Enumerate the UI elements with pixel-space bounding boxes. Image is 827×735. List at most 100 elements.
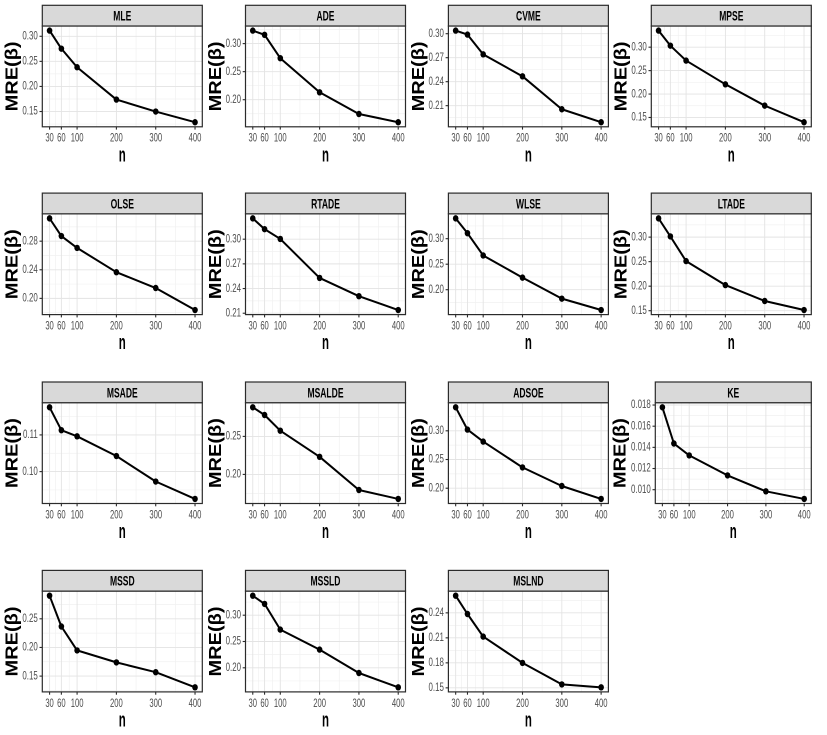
svg-text:300: 300: [149, 319, 162, 333]
svg-text:MRE(β): MRE(β): [611, 41, 631, 111]
svg-text:0.15: 0.15: [22, 104, 38, 118]
svg-text:300: 300: [555, 507, 568, 521]
svg-text:ADE: ADE: [317, 8, 335, 24]
svg-text:0.18: 0.18: [429, 655, 445, 669]
svg-text:0.010: 0.010: [631, 482, 651, 496]
svg-text:0.018: 0.018: [631, 397, 651, 411]
svg-text:60: 60: [463, 507, 472, 521]
svg-text:300: 300: [555, 131, 568, 145]
svg-text:60: 60: [463, 696, 472, 710]
svg-text:MRE(β): MRE(β): [205, 418, 225, 488]
svg-text:100: 100: [477, 319, 490, 333]
svg-text:0.30: 0.30: [429, 423, 445, 437]
svg-text:200: 200: [313, 507, 326, 521]
svg-text:30: 30: [45, 319, 54, 333]
svg-text:MSADE: MSADE: [107, 384, 138, 400]
svg-text:60: 60: [260, 319, 269, 333]
svg-text:0.24: 0.24: [429, 74, 445, 88]
svg-text:30: 30: [249, 319, 258, 333]
svg-text:0.21: 0.21: [226, 305, 242, 319]
svg-text:100: 100: [477, 131, 490, 145]
svg-text:MPSE: MPSE: [719, 8, 743, 24]
svg-text:400: 400: [189, 696, 202, 710]
svg-text:400: 400: [595, 131, 608, 145]
svg-text:30: 30: [451, 507, 460, 521]
svg-text:0.20: 0.20: [226, 92, 242, 106]
svg-text:60: 60: [666, 319, 675, 333]
svg-text:MRE(β): MRE(β): [408, 41, 428, 111]
svg-text:0.15: 0.15: [429, 680, 445, 694]
svg-text:MRE(β): MRE(β): [2, 607, 22, 677]
svg-text:30: 30: [249, 131, 258, 145]
svg-text:0.25: 0.25: [22, 54, 38, 68]
svg-text:0.21: 0.21: [429, 630, 445, 644]
svg-text:100: 100: [71, 131, 84, 145]
svg-text:60: 60: [260, 696, 269, 710]
svg-text:200: 200: [110, 507, 123, 521]
svg-text:0.20: 0.20: [631, 278, 647, 292]
svg-text:300: 300: [149, 507, 162, 521]
svg-text:400: 400: [392, 319, 405, 333]
svg-text:300: 300: [353, 507, 366, 521]
svg-text:200: 200: [516, 696, 529, 710]
svg-text:0.25: 0.25: [631, 63, 647, 77]
svg-text:100: 100: [477, 507, 490, 521]
svg-text:n: n: [322, 332, 329, 354]
svg-text:MRE(β): MRE(β): [408, 418, 428, 488]
svg-text:0.25: 0.25: [429, 256, 445, 270]
svg-text:n: n: [525, 709, 532, 730]
svg-text:MLE: MLE: [113, 8, 131, 24]
svg-text:0.30: 0.30: [22, 28, 38, 42]
svg-text:30: 30: [654, 319, 663, 333]
svg-text:100: 100: [477, 696, 490, 710]
svg-text:n: n: [322, 521, 329, 543]
svg-text:200: 200: [516, 319, 529, 333]
svg-text:100: 100: [683, 507, 696, 521]
svg-text:60: 60: [670, 507, 679, 521]
svg-text:MRE(β): MRE(β): [205, 41, 225, 111]
svg-text:100: 100: [680, 131, 693, 145]
svg-text:60: 60: [57, 507, 66, 521]
svg-text:CVME: CVME: [516, 8, 541, 24]
svg-text:OLSE: OLSE: [111, 195, 134, 211]
svg-text:100: 100: [71, 696, 84, 710]
svg-text:0.21: 0.21: [429, 98, 445, 112]
svg-text:100: 100: [274, 507, 287, 521]
svg-text:0.20: 0.20: [429, 480, 445, 494]
svg-text:100: 100: [274, 131, 287, 145]
svg-text:0.24: 0.24: [226, 281, 242, 295]
svg-text:0.016: 0.016: [631, 418, 651, 432]
svg-text:0.20: 0.20: [22, 79, 38, 93]
svg-text:0.25: 0.25: [22, 611, 38, 625]
svg-text:100: 100: [680, 319, 693, 333]
svg-text:300: 300: [555, 696, 568, 710]
svg-text:n: n: [525, 144, 532, 166]
svg-text:200: 200: [719, 319, 732, 333]
svg-text:0.012: 0.012: [631, 461, 651, 475]
svg-text:0.20: 0.20: [429, 282, 445, 296]
svg-text:0.014: 0.014: [631, 440, 651, 454]
svg-text:n: n: [730, 521, 737, 543]
svg-text:ADSOE: ADSOE: [513, 384, 543, 400]
svg-text:30: 30: [249, 507, 258, 521]
svg-text:30: 30: [658, 507, 667, 521]
svg-text:30: 30: [249, 696, 258, 710]
svg-text:MRE(β): MRE(β): [205, 607, 225, 677]
svg-text:60: 60: [463, 319, 472, 333]
svg-text:0.30: 0.30: [631, 39, 647, 53]
svg-text:n: n: [728, 332, 735, 354]
svg-text:MRE(β): MRE(β): [2, 418, 22, 488]
svg-text:0.25: 0.25: [631, 254, 647, 268]
svg-text:400: 400: [595, 507, 608, 521]
svg-text:0.25: 0.25: [226, 634, 242, 648]
svg-text:30: 30: [451, 131, 460, 145]
svg-text:400: 400: [798, 131, 811, 145]
svg-text:30: 30: [451, 696, 460, 710]
svg-text:LTADE: LTADE: [718, 195, 745, 211]
svg-text:200: 200: [516, 131, 529, 145]
svg-text:n: n: [119, 332, 126, 354]
svg-text:300: 300: [353, 131, 366, 145]
svg-text:30: 30: [45, 696, 54, 710]
svg-text:300: 300: [149, 696, 162, 710]
svg-text:0.30: 0.30: [631, 229, 647, 243]
